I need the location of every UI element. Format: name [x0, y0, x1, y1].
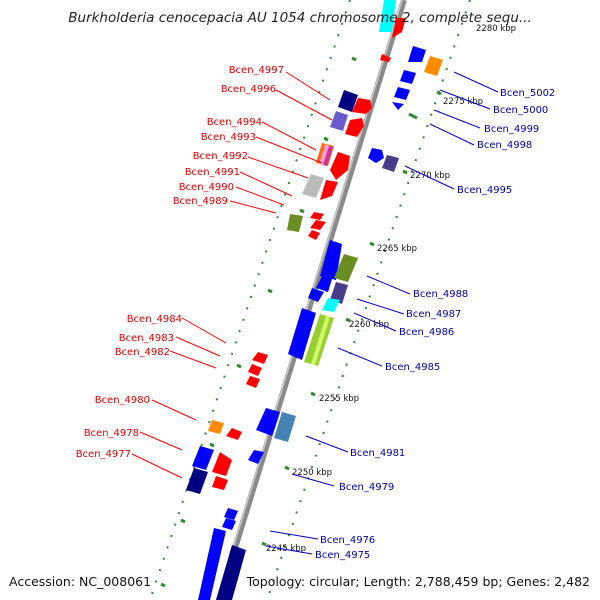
gene-label[interactable]: Bcen_4987 — [406, 309, 461, 320]
scale-labels: 2280 kbp 2275 kbp 2270 kbp 2265 kbp 2260… — [266, 24, 516, 554]
right-gene-labels: Bcen_5002 Bcen_5000 Bcen_4999 Bcen_4998 … — [315, 88, 555, 561]
gene-block — [192, 446, 214, 470]
gene-arrow — [256, 408, 280, 436]
gene-arrow — [408, 46, 426, 62]
gene-block — [212, 476, 228, 490]
gene-block — [216, 545, 246, 600]
gene-arrow — [246, 376, 260, 388]
gene-arrow — [288, 308, 316, 360]
left-leader-lines — [131, 71, 333, 479]
gene-stripe — [311, 316, 330, 365]
outer-track-right — [266, 0, 471, 600]
gene-arrow — [308, 230, 320, 240]
gene-label[interactable]: Bcen_4986 — [399, 327, 454, 338]
gene-label[interactable]: Bcen_4983 — [119, 333, 174, 344]
gene-label[interactable]: Bcen_4980 — [95, 395, 150, 406]
gene-block — [334, 254, 358, 282]
gene-arrow — [310, 220, 326, 230]
scale-label: 2275 kbp — [443, 97, 483, 107]
gene-arrow — [320, 180, 338, 200]
gene-label[interactable]: Bcen_4978 — [84, 428, 139, 439]
gene-block — [316, 276, 332, 292]
gene-label[interactable]: Bcen_4989 — [173, 196, 228, 207]
gene-arrow — [380, 54, 391, 62]
left-genes[interactable] — [186, 0, 406, 494]
right-leader-lines — [265, 71, 499, 555]
gene-label[interactable]: Bcen_4988 — [413, 289, 468, 300]
gene-label[interactable]: Bcen_4994 — [207, 117, 262, 128]
gene-arrow — [308, 288, 324, 302]
right-genes[interactable] — [198, 46, 443, 600]
gene-label[interactable]: Bcen_4979 — [339, 482, 394, 493]
gene-block — [379, 0, 396, 32]
gene-label[interactable]: Bcen_4985 — [385, 362, 440, 373]
gene-block — [186, 468, 208, 494]
sequence-summary: Topology: circular; Length: 2,788,459 bp… — [246, 574, 590, 589]
gene-arrow — [226, 428, 242, 440]
scale-label: 2255 kbp — [319, 394, 359, 404]
gene-arrow — [212, 452, 232, 476]
gene-stripe — [323, 146, 333, 166]
gene-label[interactable]: Bcen_4993 — [201, 132, 256, 143]
gene-label[interactable]: Bcen_4999 — [484, 124, 539, 135]
gene-label[interactable]: Bcen_4981 — [350, 448, 405, 459]
gene-label[interactable]: Bcen_4976 — [320, 535, 375, 546]
gene-arrow — [248, 364, 262, 376]
gene-arrow — [394, 87, 410, 100]
gene-label[interactable]: Bcen_4995 — [457, 185, 512, 196]
gene-arrow — [400, 70, 416, 84]
gene-arrow — [320, 240, 342, 280]
gene-arrow — [352, 98, 372, 114]
gene-arrow — [252, 352, 268, 364]
gene-label[interactable]: Bcen_4977 — [76, 449, 131, 460]
gene-label[interactable]: Bcen_4998 — [477, 140, 532, 151]
gene-arrow — [345, 118, 364, 137]
gene-label[interactable]: Bcen_4997 — [229, 65, 284, 76]
gene-label[interactable]: Bcen_4982 — [115, 347, 170, 358]
scale-label: 2270 kbp — [410, 171, 450, 181]
left-gene-labels: Bcen_4997 Bcen_4996 Bcen_4994 Bcen_4993 … — [76, 65, 284, 460]
gene-block — [274, 412, 296, 442]
gene-label[interactable]: Bcen_4996 — [221, 84, 276, 95]
gene-label[interactable]: Bcen_4990 — [179, 182, 234, 193]
gene-block — [330, 111, 348, 131]
gene-label[interactable]: Bcen_4991 — [185, 167, 240, 178]
gene-label[interactable]: Bcen_4975 — [315, 550, 370, 561]
scale-label: 2250 kbp — [292, 468, 332, 478]
gene-label[interactable]: Bcen_4984 — [127, 314, 182, 325]
gene-block — [368, 148, 384, 163]
gene-arrow — [392, 102, 404, 110]
gene-arrow — [330, 152, 350, 180]
chromosome-backbone — [216, 0, 407, 600]
gene-label[interactable]: Bcen_4992 — [193, 151, 248, 162]
map-title: Burkholderia cenocepacia AU 1054 chromos… — [68, 10, 532, 26]
gene-arrow — [392, 18, 406, 38]
gene-block — [287, 214, 303, 232]
chromosome-backbone-highlight — [216, 0, 403, 600]
gene-label[interactable]: Bcen_5002 — [500, 88, 555, 99]
accession-text: Accession: NC_008061 — [9, 574, 152, 589]
gene-block — [330, 282, 348, 304]
gene-block — [338, 90, 358, 112]
scale-label: 2265 kbp — [377, 244, 417, 254]
gene-block — [302, 174, 324, 198]
scale-label: 2260 kbp — [349, 320, 389, 330]
ruler-ticks — [160, 56, 442, 588]
gene-arrow — [224, 508, 238, 520]
gene-arrow — [248, 450, 264, 464]
gene-block — [208, 420, 224, 434]
gene-block — [322, 298, 340, 312]
gene-arrow — [222, 518, 236, 530]
gene-block — [382, 155, 399, 172]
gene-arrow — [310, 212, 324, 220]
gene-label[interactable]: Bcen_5000 — [493, 105, 548, 116]
gene-stripe — [319, 144, 330, 165]
gene-block — [198, 528, 226, 600]
scale-label: 2280 kbp — [476, 24, 516, 34]
gene-block — [424, 56, 443, 76]
